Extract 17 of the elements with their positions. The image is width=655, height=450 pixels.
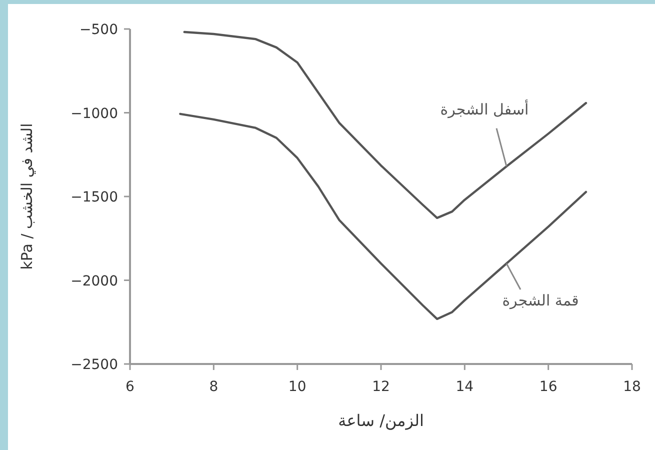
- y-axis-title: الشد في الخشب / kPa: [18, 123, 36, 270]
- line-series: [183, 30, 588, 220]
- x-tick-label: 16: [539, 379, 558, 395]
- x-tick-label: 18: [623, 379, 641, 395]
- x-tick-label: 12: [372, 379, 390, 395]
- y-tick-label: −1500: [70, 190, 118, 206]
- y-tick-label: −2500: [70, 357, 118, 373]
- x-axis-title: الزمن/ ساعة: [338, 411, 424, 430]
- x-tick-label: 6: [126, 379, 135, 395]
- y-tick-label: −500: [80, 22, 118, 38]
- x-tick-label: 8: [209, 379, 218, 395]
- y-tick-label: −1000: [70, 106, 118, 122]
- series-label: أسفل الشجرة: [440, 99, 529, 118]
- x-tick-label: 14: [456, 379, 474, 395]
- series-label: قمة الشجرة: [502, 292, 579, 310]
- y-tick-label: −2000: [70, 273, 118, 290]
- x-tick-label: 10: [288, 379, 306, 395]
